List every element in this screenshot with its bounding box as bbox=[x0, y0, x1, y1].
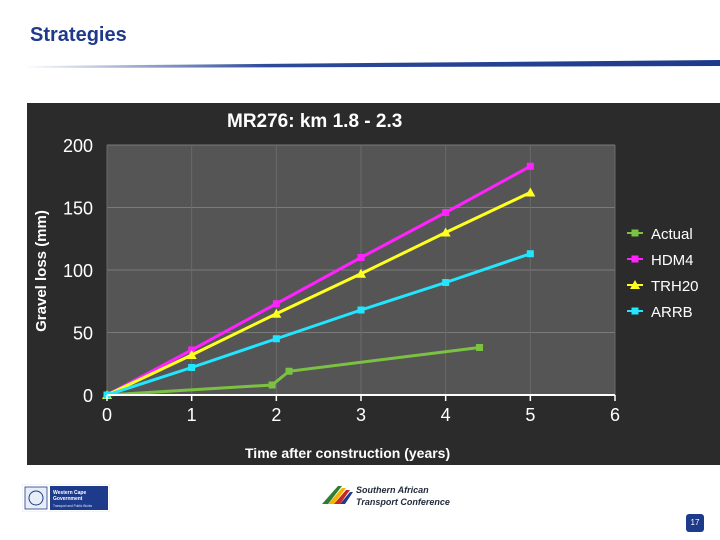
y-tick-label: 100 bbox=[63, 261, 93, 281]
x-tick-label: 1 bbox=[187, 405, 197, 425]
data-point-arrb bbox=[442, 279, 450, 286]
title-underline bbox=[24, 60, 720, 68]
data-point-arrb bbox=[357, 306, 365, 314]
data-point-trh20 bbox=[356, 268, 366, 278]
data-point-hdm4 bbox=[272, 300, 280, 308]
x-tick-label: 6 bbox=[610, 405, 620, 425]
series-line-hdm4 bbox=[106, 164, 532, 397]
data-point-hdm4 bbox=[357, 254, 365, 261]
x-tick-label: 0 bbox=[102, 405, 112, 425]
legend-marker-trh20 bbox=[630, 280, 640, 289]
data-point-arrb bbox=[272, 335, 280, 343]
x-tick-label: 4 bbox=[441, 405, 451, 425]
x-tick-label: 5 bbox=[525, 405, 535, 425]
slide-title: Strategies bbox=[30, 24, 127, 46]
data-point-trh20 bbox=[271, 308, 282, 318]
legend-label-actual: Actual bbox=[651, 226, 693, 243]
data-point-trh20 bbox=[186, 350, 197, 359]
legend-label-arrb: ARRB bbox=[651, 304, 693, 321]
data-point-trh20 bbox=[440, 227, 451, 237]
y-axis-label: Gravel loss (mm) bbox=[33, 210, 50, 332]
data-point-actual bbox=[268, 381, 276, 389]
x-tick-label: 2 bbox=[271, 405, 281, 425]
left-logo-line2: Government bbox=[53, 496, 83, 502]
center-logo-line2: Transport Conference bbox=[356, 497, 450, 507]
series-line-trh20 bbox=[106, 191, 531, 397]
x-axis-label: Time after construction (years) bbox=[245, 445, 450, 461]
data-point-arrb bbox=[526, 250, 534, 258]
satc-logo: Southern African Transport Conference bbox=[322, 485, 450, 507]
legend-label-trh20: TRH20 bbox=[651, 278, 699, 295]
data-point-arrb bbox=[188, 364, 196, 371]
legend-marker-actual bbox=[631, 229, 639, 237]
western-cape-logo: Western Cape Government Transport and Pu… bbox=[22, 484, 110, 512]
legend-marker-arrb bbox=[631, 307, 639, 315]
chart-panel: 0 50 100 150 200 0 1 2 3 4 5 6 MR276: km 1.8 - 2.3 … bbox=[27, 103, 720, 465]
page-number: 17 bbox=[686, 514, 704, 532]
chart-title: MR276: km 1.8 - 2.3 bbox=[227, 111, 402, 132]
legend: Actual HDM4 TRH20 ARRB bbox=[627, 226, 699, 321]
data-point-trh20 bbox=[525, 187, 536, 197]
center-logo-line1: Southern African bbox=[356, 485, 429, 495]
legend-label-hdm4: HDM4 bbox=[651, 252, 694, 269]
y-tick-label: 50 bbox=[73, 324, 93, 344]
left-logo-line1: Western Cape bbox=[53, 490, 86, 496]
left-logo-line3: Transport and Public Works bbox=[53, 504, 93, 508]
data-point-actual bbox=[285, 367, 293, 375]
y-tick-label: 150 bbox=[63, 199, 93, 219]
data-point-hdm4 bbox=[526, 162, 534, 170]
data-point-hdm4 bbox=[442, 209, 450, 216]
data-point-actual bbox=[476, 344, 484, 351]
series-line-arrb bbox=[106, 252, 531, 397]
series-line-actual bbox=[106, 346, 480, 397]
y-tick-label: 0 bbox=[83, 386, 93, 406]
y-tick-label: 200 bbox=[63, 136, 93, 156]
x-tick-label: 3 bbox=[356, 405, 366, 425]
legend-marker-hdm4 bbox=[631, 255, 639, 263]
